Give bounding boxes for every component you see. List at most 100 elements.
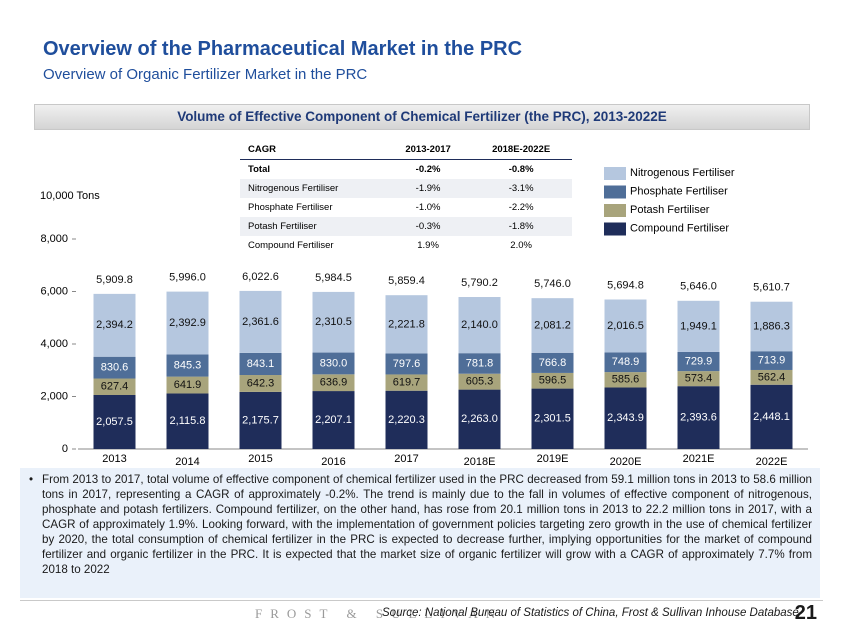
table-cell: 2018E-2022E bbox=[470, 140, 572, 160]
total-label: 5,646.0 bbox=[680, 281, 717, 293]
total-label: 5,790.2 bbox=[461, 277, 498, 289]
bar-segment bbox=[750, 384, 793, 449]
legend-label: Phosphate Fertiliser bbox=[630, 185, 728, 197]
value-label: 2,207.1 bbox=[315, 414, 352, 426]
total-label: 5,746.0 bbox=[534, 278, 571, 290]
value-label: 2,175.7 bbox=[242, 414, 279, 426]
legend-swatch bbox=[604, 167, 626, 180]
value-label: 2,263.0 bbox=[461, 413, 498, 425]
source: Source: National Bureau of Statistics of… bbox=[382, 607, 799, 619]
value-label: 1,886.3 bbox=[753, 320, 790, 332]
legend-swatch bbox=[604, 204, 626, 217]
bar-segment bbox=[677, 371, 720, 387]
bar-segment bbox=[750, 351, 793, 370]
value-label: 2,081.2 bbox=[534, 319, 571, 331]
bar-segment bbox=[385, 390, 428, 449]
total-label: 5,610.7 bbox=[753, 282, 790, 294]
value-label: 2,221.8 bbox=[388, 318, 425, 330]
table-row: Phosphate Fertiliser -1.0% -2.2% bbox=[240, 198, 572, 217]
legend-swatch bbox=[604, 222, 626, 236]
bar-segment bbox=[531, 388, 574, 449]
table-row: CAGR 2013-2017 2018E-2022E bbox=[240, 140, 572, 160]
table-cell: Nitrogenous Fertiliser bbox=[240, 179, 386, 198]
table-cell: CAGR bbox=[240, 140, 386, 160]
total-label: 5,984.5 bbox=[315, 272, 352, 284]
x-tick-label: 2013 bbox=[102, 453, 126, 465]
legend-label: Nitrogenous Fertiliser bbox=[630, 167, 735, 179]
y-tick-label: 4,000 bbox=[40, 338, 68, 350]
page-number: 21 bbox=[794, 602, 817, 624]
table-cell: -1.0% bbox=[415, 202, 441, 213]
bar-segment bbox=[604, 372, 647, 388]
bar-segment bbox=[239, 290, 282, 353]
value-label: 2,140.0 bbox=[461, 319, 498, 331]
x-tick-label: 2014 bbox=[175, 456, 199, 468]
y-axis-label: 10,000 Tons bbox=[40, 190, 100, 202]
x-tick-label: 2020E bbox=[610, 456, 642, 468]
value-label: 627.4 bbox=[101, 381, 129, 393]
value-label: 830.6 bbox=[101, 362, 129, 374]
bar-segment bbox=[239, 352, 282, 376]
table-row: Compound Fertiliser 1.9% 2.0% bbox=[240, 236, 572, 255]
legend-swatch bbox=[604, 185, 626, 199]
bar-segment bbox=[750, 301, 793, 352]
bar-segment bbox=[677, 386, 720, 449]
value-label: 2,361.6 bbox=[242, 316, 279, 328]
x-tick-label: 2022E bbox=[756, 456, 788, 468]
table-cell: -3.1% bbox=[470, 179, 572, 198]
value-label: 2,394.2 bbox=[96, 319, 133, 331]
value-label: 2,220.3 bbox=[388, 414, 425, 426]
footer-rule bbox=[20, 600, 823, 601]
bar-segment bbox=[531, 298, 574, 353]
x-tick-label: 2017 bbox=[394, 453, 418, 465]
table-cell: -0.2% bbox=[415, 164, 441, 175]
total-label: 5,996.0 bbox=[169, 272, 206, 284]
bar-segment bbox=[166, 393, 209, 449]
table-cell: 1.9% bbox=[417, 240, 439, 251]
bar-segment bbox=[458, 353, 501, 374]
total-label: 6,022.6 bbox=[242, 271, 279, 283]
value-label: 766.8 bbox=[539, 357, 567, 369]
value-label: 748.9 bbox=[612, 356, 640, 368]
value-label: 2,057.5 bbox=[96, 416, 133, 428]
table-cell: Potash Fertiliser bbox=[240, 217, 386, 236]
bar-segment bbox=[604, 299, 647, 353]
y-tick-label: 8,000 bbox=[40, 233, 68, 245]
total-label: 5,909.8 bbox=[96, 274, 133, 286]
bar-segment bbox=[458, 373, 501, 390]
brand: FROST & SULLIVAN bbox=[255, 606, 504, 621]
y-tick-label: 6,000 bbox=[40, 285, 68, 297]
bar-segment bbox=[166, 354, 209, 377]
x-tick-label: 2021E bbox=[683, 453, 715, 465]
value-label: 619.7 bbox=[393, 376, 421, 388]
table-row: Nitrogenous Fertiliser -1.9% -3.1% bbox=[240, 179, 572, 198]
bar-segment bbox=[531, 352, 574, 373]
body-text: From 2013 to 2017, total volume of effec… bbox=[20, 468, 820, 598]
value-label: 830.0 bbox=[320, 357, 348, 369]
table-cell: 2.0% bbox=[510, 240, 532, 251]
value-label: 573.4 bbox=[685, 373, 713, 385]
value-label: 2,310.5 bbox=[315, 316, 352, 328]
bar-segment bbox=[385, 353, 428, 375]
value-label: 729.9 bbox=[685, 355, 713, 367]
chart: 10,000 Tons 0 2,000 4,000 6,000 8,000 2,057.5… bbox=[40, 167, 808, 468]
table-cell: 2013-2017 bbox=[385, 140, 471, 160]
bar-segment bbox=[385, 374, 428, 391]
value-label: 2,301.5 bbox=[534, 413, 571, 425]
value-label: 636.9 bbox=[320, 377, 348, 389]
table-cell: -2.2% bbox=[508, 202, 534, 213]
value-label: 781.8 bbox=[466, 357, 494, 369]
y-tick-label: 2,000 bbox=[40, 390, 68, 402]
legend-label: Potash Fertiliser bbox=[630, 204, 710, 216]
cagr-table: CAGR 2013-2017 2018E-2022E Total -0.2% -0.8% N… bbox=[240, 140, 572, 255]
bar-segment bbox=[93, 378, 136, 395]
table-row: Total -0.2% -0.8% bbox=[240, 160, 572, 180]
bar-segment bbox=[166, 376, 209, 394]
bar-segment bbox=[604, 352, 647, 373]
bar-segment bbox=[239, 391, 282, 449]
bar-segment bbox=[385, 295, 428, 354]
x-tick-label: 2016 bbox=[321, 456, 345, 468]
value-label: 2,343.9 bbox=[607, 412, 644, 424]
value-label: 2,393.6 bbox=[680, 411, 717, 423]
bar-segment bbox=[93, 394, 136, 449]
